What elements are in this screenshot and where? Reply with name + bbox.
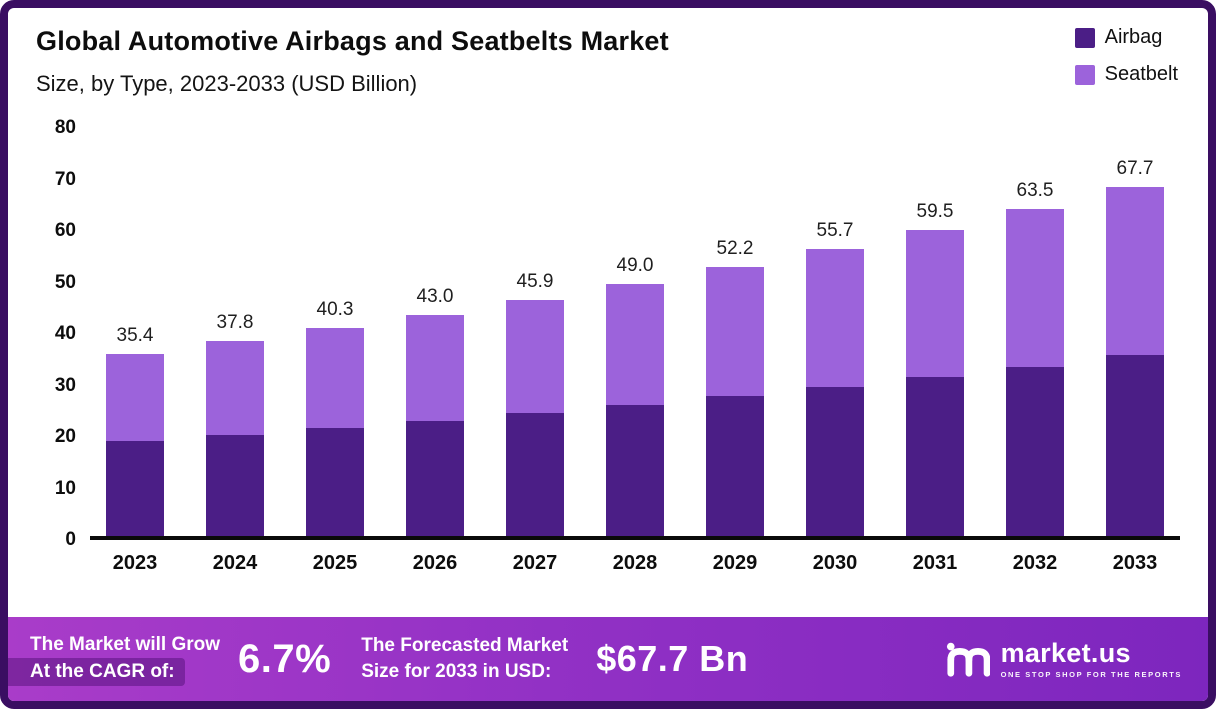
- legend-swatch: [1074, 64, 1095, 85]
- bar-column: 63.5 2032: [1006, 128, 1064, 574]
- y-axis-tick: 10: [54, 477, 76, 499]
- x-axis-label: 2030: [812, 552, 858, 574]
- bar-total-label: 49.0: [616, 254, 654, 276]
- legend-label: Seatbelt: [1104, 63, 1178, 85]
- bar-total-label: 55.7: [816, 220, 854, 242]
- y-axis: 0 10 20 30 40 50 60 70 80: [22, 117, 76, 550]
- bar-column: 59.5 2031: [906, 128, 964, 574]
- x-axis-label: 2027: [512, 552, 558, 574]
- legend-label: Airbag: [1104, 26, 1163, 48]
- marketus-logo-icon: [946, 642, 990, 677]
- marketus-brand: market.us ONE STOP SHOP FOR THE REPORTS: [944, 638, 1182, 680]
- brand-name: market.us: [1000, 638, 1131, 668]
- cagr-label-line1: The Market will Grow: [30, 634, 221, 655]
- bar-segment-seatbelt: [706, 267, 764, 397]
- forecast-label-line1: The Forecasted Market: [361, 635, 569, 656]
- y-axis-tick: 0: [65, 529, 76, 550]
- x-axis-label: 2032: [1012, 552, 1058, 574]
- bottom-banner: The Market will Grow At the CAGR of: 6.7…: [8, 617, 1208, 701]
- bar-segment-seatbelt: [1006, 209, 1064, 367]
- y-axis-tick: 70: [54, 168, 76, 190]
- bar-total-label: 63.5: [1016, 180, 1054, 201]
- x-axis-label: 2024: [212, 552, 258, 574]
- bar-column: 67.7 2033: [1106, 128, 1164, 574]
- stacked-bar-chart: 0 10 20 30 40 50 60 70 80 35.4 2023 37.8 2024 40.3 20…: [22, 117, 1192, 592]
- bar-column: 35.4 2023: [106, 128, 164, 574]
- bar-column: 45.9 2027: [506, 128, 564, 574]
- x-axis-label: 2029: [712, 552, 758, 574]
- bar-column: 49.0 2028: [606, 128, 664, 574]
- bar-column: 37.8 2024: [206, 128, 264, 574]
- bar-total-label: 43.0: [416, 285, 454, 307]
- legend-item-seatbelt: Seatbelt: [1074, 63, 1178, 86]
- bar-segment-seatbelt: [206, 341, 264, 436]
- bars-area: 35.4 2023 37.8 2024 40.3 2025 43.0 2026 45.9 2027…: [90, 128, 1180, 574]
- chart-title: Global Automotive Airbags and Seatbelts …: [36, 26, 669, 56]
- bar-segment-seatbelt: [306, 328, 364, 429]
- bar-column: 43.0 2026: [406, 128, 464, 574]
- bar-column: 55.7 2030: [806, 128, 864, 574]
- bar-total-label: 67.7: [1116, 158, 1154, 180]
- y-axis-tick: 20: [54, 426, 76, 447]
- bar-total-label: 40.3: [316, 299, 354, 321]
- bar-total-label: 35.4: [116, 324, 154, 346]
- bar-segment-airbag: [106, 441, 164, 536]
- bar-segment-airbag: [1106, 354, 1164, 536]
- y-axis-tick: 60: [54, 220, 76, 241]
- bar-segment-airbag: [906, 376, 964, 536]
- bar-total-label: 52.2: [716, 238, 754, 260]
- bar-total-label: 45.9: [516, 270, 554, 292]
- bar-total-label: 37.8: [216, 312, 254, 334]
- forecast-label-line2: Size for 2033 in USD:: [361, 661, 552, 682]
- bar-column: 40.3 2025: [306, 128, 364, 574]
- brand-text: market.us ONE STOP SHOP FOR THE REPORTS: [1001, 639, 1182, 679]
- bar-segment-seatbelt: [1106, 187, 1164, 355]
- bar-segment-airbag: [406, 421, 464, 536]
- bar-segment-airbag: [706, 396, 764, 536]
- cagr-label: The Market will Grow At the CAGR of:: [8, 632, 221, 686]
- legend-swatch: [1074, 27, 1095, 48]
- x-axis-label: 2026: [412, 552, 458, 574]
- x-axis-label: 2031: [912, 552, 958, 574]
- bar-segment-seatbelt: [906, 229, 964, 377]
- bar-segment-airbag: [506, 413, 564, 536]
- forecast-value: $67.7 Bn: [596, 638, 749, 679]
- bar-segment-seatbelt: [506, 299, 564, 414]
- y-axis-tick: 30: [54, 374, 76, 396]
- bar-segment-airbag: [806, 387, 864, 536]
- brand-tagline: ONE STOP SHOP FOR THE REPORTS: [1000, 670, 1182, 679]
- bar-total-label: 59.5: [916, 200, 954, 222]
- bar-segment-seatbelt: [806, 249, 864, 388]
- legend-item-airbag: Airbag: [1074, 26, 1178, 49]
- cagr-label-line2: At the CAGR of:: [8, 658, 185, 686]
- x-axis-label: 2033: [1112, 552, 1158, 574]
- bar-segment-seatbelt: [106, 353, 164, 442]
- bar-segment-airbag: [1006, 366, 1064, 536]
- x-axis-label: 2028: [612, 552, 658, 574]
- y-axis-tick: 50: [54, 271, 76, 293]
- bar-segment-seatbelt: [406, 314, 464, 422]
- chart-subtitle: Size, by Type, 2023-2033 (USD Billion): [36, 71, 418, 96]
- bar-column: 52.2 2029: [706, 128, 764, 574]
- chart-header: Global Automotive Airbags and Seatbelts …: [8, 8, 1208, 98]
- bar-segment-airbag: [606, 405, 664, 536]
- bar-segment-airbag: [306, 428, 364, 536]
- bar-segment-seatbelt: [606, 283, 664, 406]
- x-axis-label: 2023: [112, 552, 158, 574]
- y-axis-tick: 80: [54, 117, 76, 138]
- forecast-label: The Forecasted Market Size for 2033 in U…: [361, 633, 568, 685]
- y-axis-tick: 40: [54, 323, 76, 344]
- bar-segment-airbag: [206, 435, 264, 536]
- chart-legend: Airbag Seatbelt: [1074, 26, 1178, 86]
- x-axis-label: 2025: [312, 552, 358, 574]
- cagr-value: 6.7%: [238, 636, 332, 681]
